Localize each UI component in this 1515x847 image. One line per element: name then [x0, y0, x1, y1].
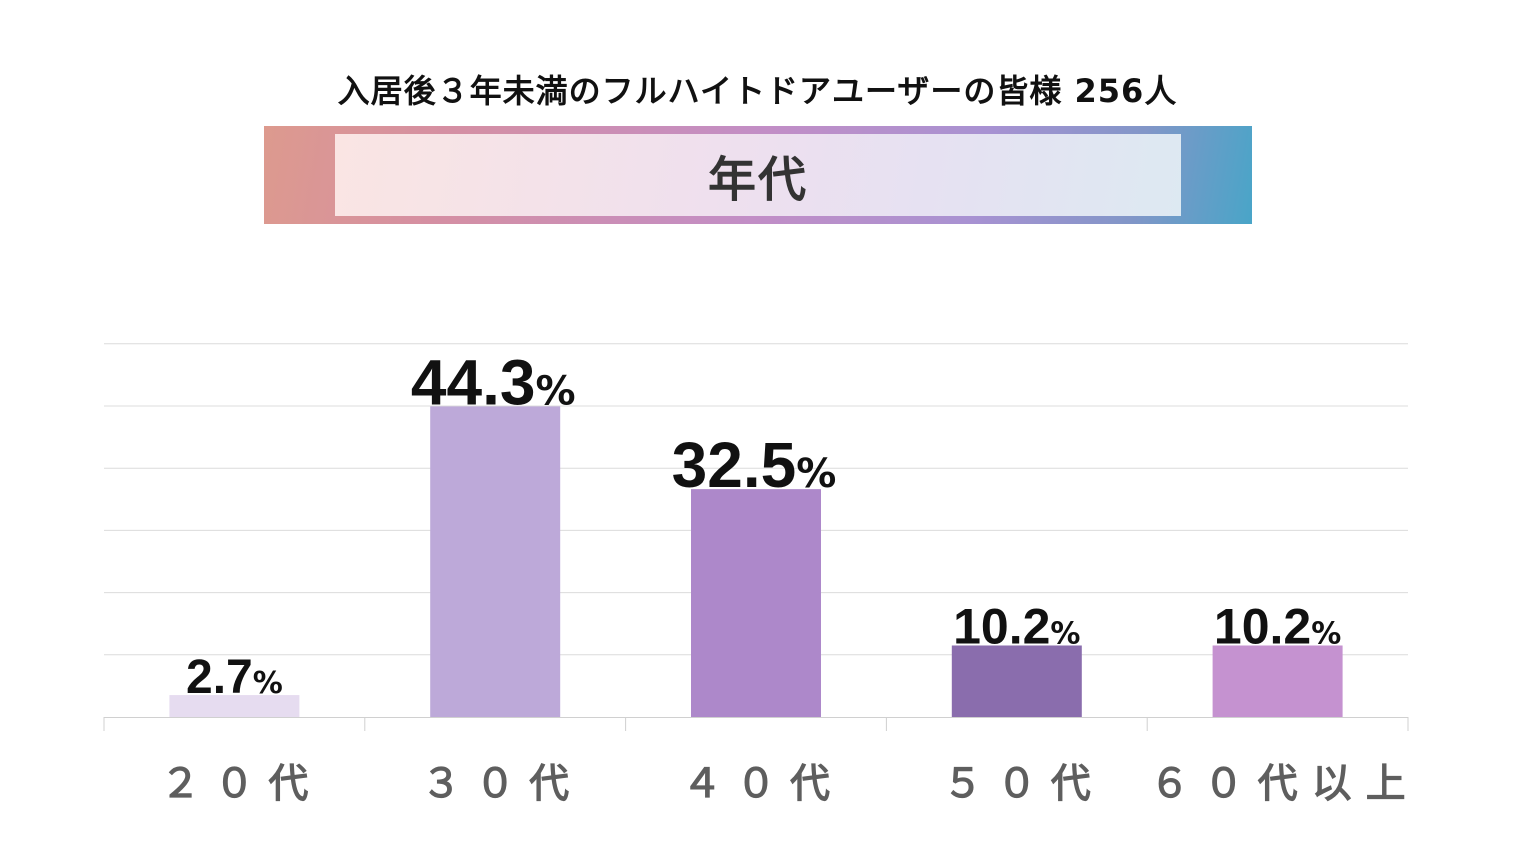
bar: [169, 695, 300, 717]
value-label: 2.7%: [186, 651, 283, 704]
value-number: 10.2: [953, 598, 1050, 654]
bar: [691, 489, 821, 717]
chart-title: 年代: [707, 152, 808, 208]
value-unit: %: [796, 451, 836, 497]
bar: [430, 406, 561, 717]
category-labels: ２０代 ３０代 ４０代 ５０代 ６０代以上: [160, 761, 1420, 807]
bar: [951, 645, 1082, 717]
value-label: 10.2%: [953, 598, 1080, 654]
value-unit: %: [253, 666, 283, 701]
value-unit: %: [535, 368, 575, 414]
category-label: ２０代: [160, 761, 322, 807]
category-label: ３０代: [421, 761, 583, 807]
value-labels: 2.7%44.3%32.5%10.2% 10.2%: [186, 346, 1341, 704]
value-label: 10.2%: [1214, 598, 1341, 654]
value-unit: %: [1050, 616, 1080, 651]
bars: [169, 406, 1343, 717]
value-label: 32.5%: [672, 429, 837, 501]
chart-subtitle: 入居後３年未満のフルハイトドアユーザーの皆様 256人: [337, 72, 1178, 110]
value-number: 32.5: [672, 429, 797, 501]
x-axis: [103, 717, 1409, 731]
title-banner-inner: 年代: [335, 134, 1181, 216]
bar: [1212, 645, 1343, 717]
title-banner: 年代: [264, 126, 1252, 224]
category-label: ４０代: [682, 761, 844, 807]
category-label: ５０代: [943, 761, 1105, 807]
value-number: 44.3: [411, 346, 536, 418]
value-number: 10.2: [1214, 598, 1311, 654]
category-label: ６０代以上: [1150, 761, 1420, 807]
value-unit: %: [1311, 616, 1341, 651]
value-number: 2.7: [186, 651, 253, 704]
value-label: 44.3%: [411, 346, 576, 418]
